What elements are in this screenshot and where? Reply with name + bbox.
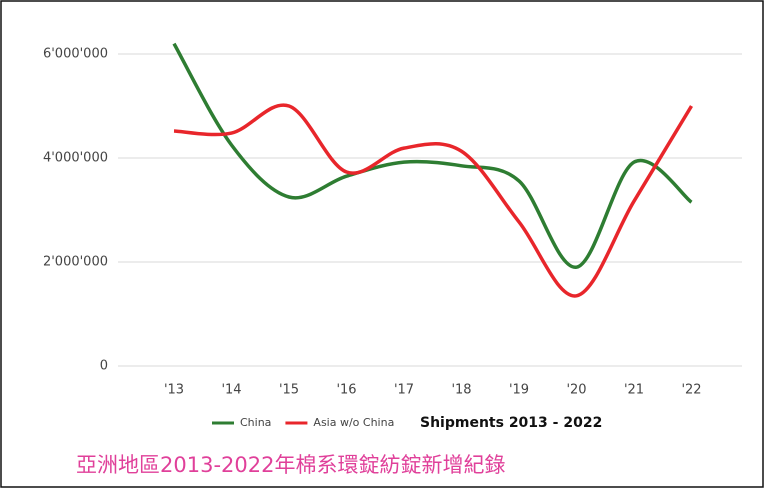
x-tick-label: '18 — [451, 383, 471, 398]
y-tick-label: 0 — [100, 359, 108, 374]
legend-label: Asia w/o China — [313, 416, 394, 429]
x-tick-label: '13 — [164, 383, 184, 398]
y-tick-label: 6'000'000 — [43, 47, 108, 62]
x-tick-label: '22 — [681, 383, 701, 398]
y-tick-label: 2'000'000 — [43, 255, 108, 270]
x-tick-label: '21 — [624, 383, 644, 398]
series-line — [173, 103, 693, 298]
x-tick-label: '16 — [336, 383, 356, 398]
caption: 亞洲地區2013-2022年棉系環錠紡錠新增紀錄 — [76, 453, 505, 477]
legend-title: Shipments 2013 - 2022 — [420, 415, 602, 431]
legend-label: China — [240, 416, 271, 429]
series-line — [172, 42, 693, 269]
x-tick-label: '19 — [509, 383, 529, 398]
y-tick-label: 4'000'000 — [43, 151, 108, 166]
x-tick-label: '17 — [394, 383, 414, 398]
x-tick-label: '20 — [566, 383, 586, 398]
x-tick-label: '15 — [279, 383, 299, 398]
x-tick-label: '14 — [221, 383, 241, 398]
